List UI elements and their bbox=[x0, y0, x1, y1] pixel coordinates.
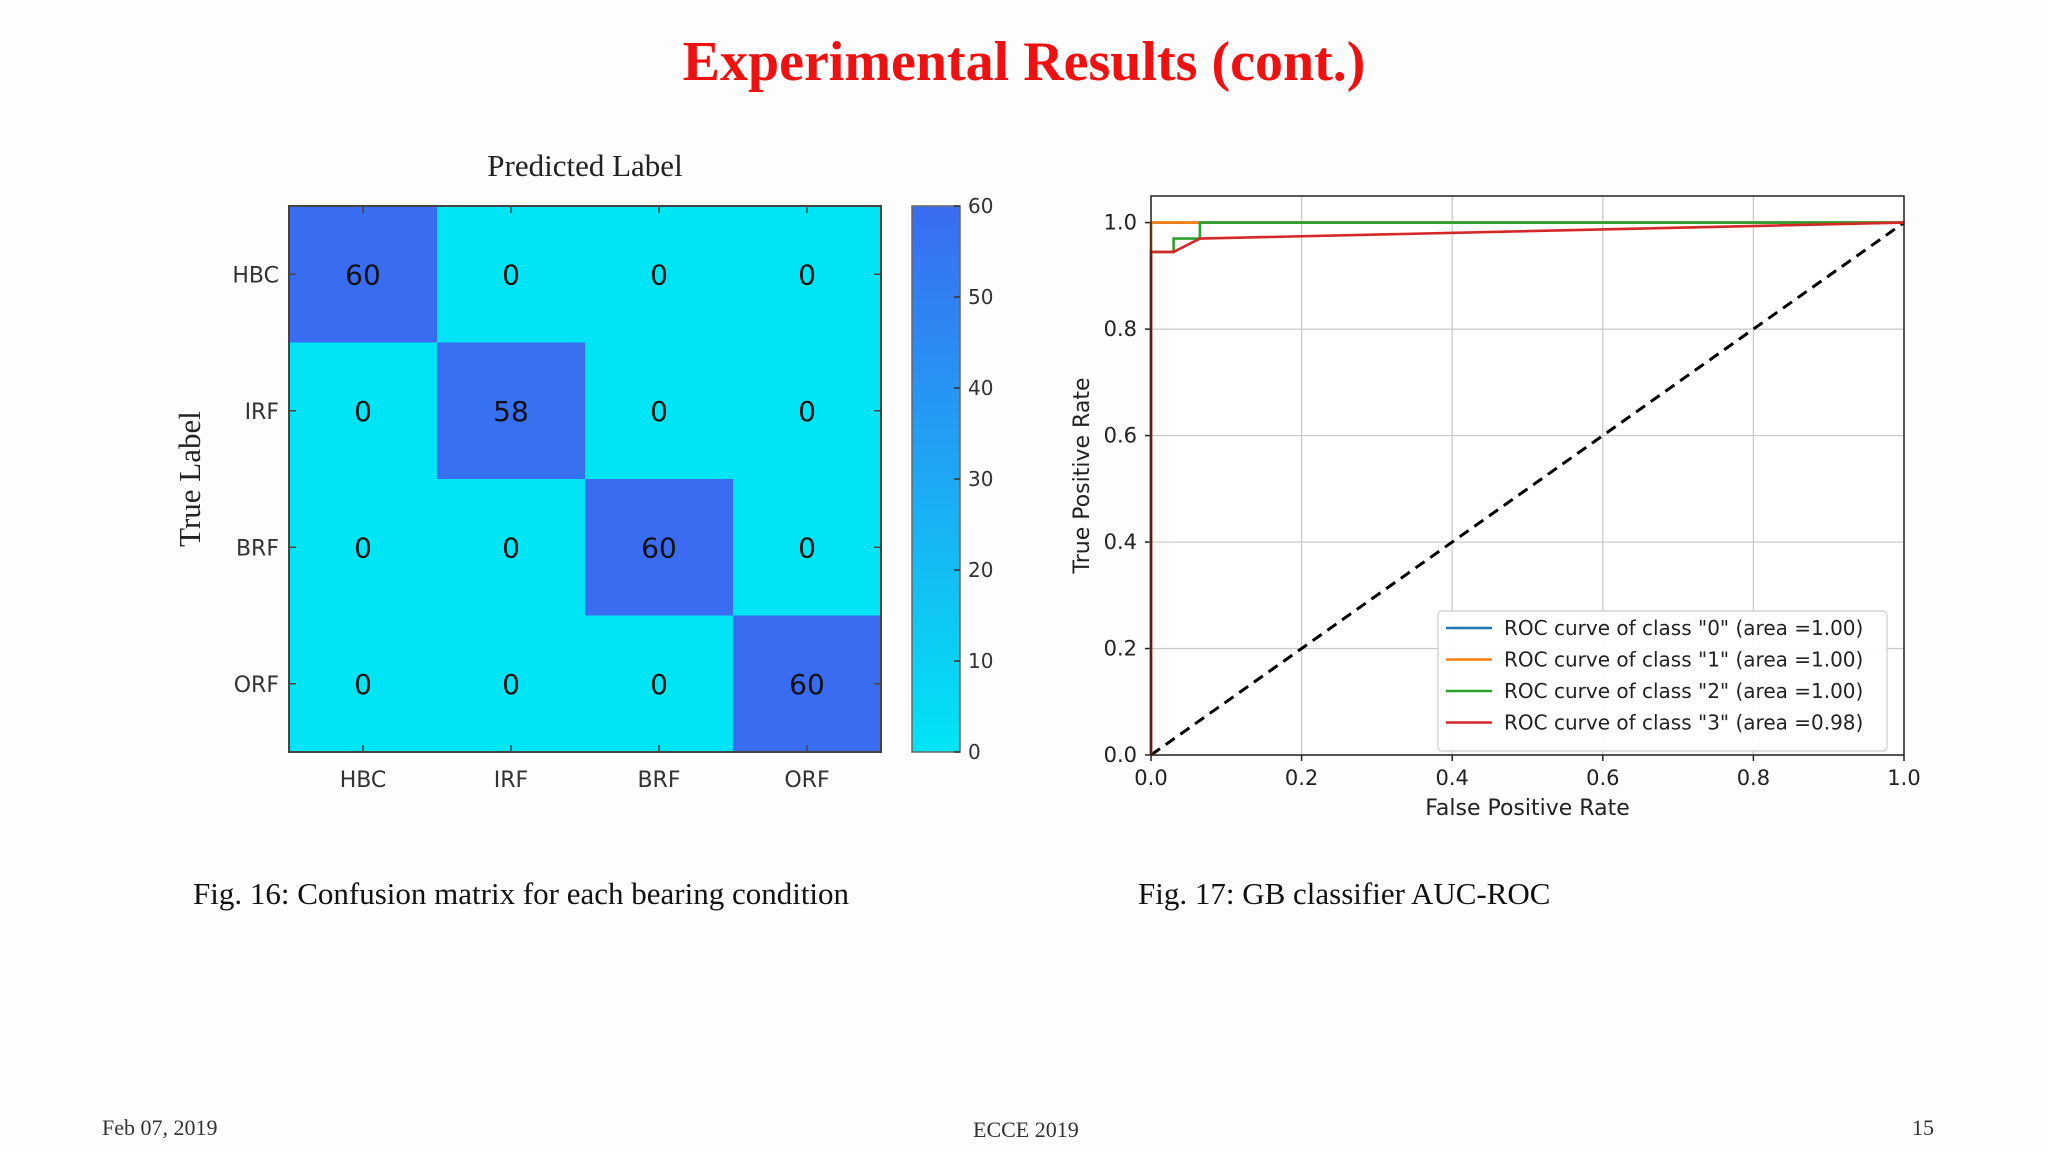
roc-xlabel: False Positive Rate bbox=[1425, 796, 1629, 821]
roc-legend-label: ROC curve of class "2" (area =1.00) bbox=[1504, 679, 1863, 703]
cm-title: Predicted Label bbox=[487, 148, 682, 183]
roc-frame bbox=[1150, 195, 1905, 756]
cm-cell-value: 60 bbox=[345, 258, 381, 291]
cm-xtick-label: HBC bbox=[340, 768, 387, 793]
cm-cell-value: 0 bbox=[354, 668, 372, 701]
roc-ytick-label: 1.0 bbox=[1104, 211, 1137, 235]
cm-cell bbox=[585, 479, 733, 616]
cm-colorbar-label: 50 bbox=[968, 285, 993, 309]
confusion-matrix-chart: Predicted Label True Label 60 0 0 0 0 58 0 0 0 0 60 0… bbox=[172, 148, 993, 793]
cm-cell bbox=[733, 342, 881, 479]
cm-cell bbox=[437, 206, 585, 343]
cm-cell-value: 0 bbox=[502, 258, 520, 291]
cm-cell bbox=[289, 615, 437, 752]
caption-confusion-matrix: Fig. 16: Confusion matrix for each beari… bbox=[193, 876, 850, 911]
cm-colorbar-label: 40 bbox=[968, 376, 993, 400]
cm-cell-value: 0 bbox=[650, 395, 668, 428]
roc-ylabel: True Positive Rate bbox=[1070, 378, 1095, 575]
roc-ytick-label: 0.4 bbox=[1104, 530, 1137, 554]
cm-cell-value: 58 bbox=[493, 395, 529, 428]
cm-cell bbox=[289, 342, 437, 479]
roc-ytick-label: 0.8 bbox=[1104, 317, 1137, 341]
cm-cell bbox=[289, 206, 437, 343]
cm-cell bbox=[585, 342, 733, 479]
cm-cell-value: 0 bbox=[354, 531, 372, 564]
cm-ytick-label: ORF bbox=[234, 673, 279, 698]
slide-title: Experimental Results (cont.) bbox=[682, 31, 1366, 93]
roc-legend-label: ROC curve of class "0" (area =1.00) bbox=[1504, 616, 1863, 640]
cm-xtick-label: ORF bbox=[784, 768, 829, 793]
cm-cell-value: 0 bbox=[502, 531, 520, 564]
cm-cell-value: 60 bbox=[789, 668, 825, 701]
cm-cell-value: 0 bbox=[798, 531, 816, 564]
roc-xtick-label: 0.2 bbox=[1285, 766, 1318, 790]
cm-xtick-label: BRF bbox=[637, 768, 680, 793]
cm-colorbar-label: 0 bbox=[968, 740, 981, 764]
roc-xtick-label: 0.6 bbox=[1586, 766, 1619, 790]
cm-cell bbox=[585, 615, 733, 752]
cm-cell bbox=[437, 479, 585, 616]
roc-legend-label: ROC curve of class "1" (area =1.00) bbox=[1504, 648, 1863, 672]
roc-xtick-label: 0.8 bbox=[1737, 766, 1770, 790]
cm-cell bbox=[733, 479, 881, 616]
cm-ytick-label: IRF bbox=[245, 400, 279, 425]
cm-colorbar-label: 10 bbox=[968, 649, 993, 673]
cm-cell bbox=[733, 615, 881, 752]
cm-ylabel: True Label bbox=[172, 411, 207, 547]
roc-xtick-label: 0.4 bbox=[1435, 766, 1468, 790]
cm-cell bbox=[585, 206, 733, 343]
roc-legend-label: ROC curve of class "3" (area =0.98) bbox=[1504, 711, 1863, 735]
footer-conference: ECCE 2019 bbox=[973, 1117, 1079, 1142]
footer-page-number: 15 bbox=[1912, 1115, 1934, 1140]
roc-ytick-label: 0.6 bbox=[1104, 424, 1137, 448]
cm-cell bbox=[437, 615, 585, 752]
roc-chance-diagonal bbox=[1150, 221, 1905, 757]
cm-xtick-label: IRF bbox=[494, 768, 528, 793]
cm-ytick-label: BRF bbox=[236, 536, 279, 561]
cm-cell-value: 0 bbox=[798, 395, 816, 428]
cm-cell-value: 0 bbox=[502, 668, 520, 701]
cm-cell-value: 0 bbox=[798, 258, 816, 291]
cm-cell bbox=[733, 206, 881, 343]
caption-roc: Fig. 17: GB classifier AUC-ROC bbox=[1138, 876, 1551, 911]
cm-cell-value: 0 bbox=[354, 395, 372, 428]
cm-cell-value: 60 bbox=[641, 531, 677, 564]
roc-ytick-label: 0.2 bbox=[1104, 637, 1137, 661]
roc-xtick-label: 1.0 bbox=[1887, 766, 1920, 790]
roc-ytick-label: 0.0 bbox=[1104, 743, 1137, 767]
cm-cell-value: 0 bbox=[650, 258, 668, 291]
roc-chart: 0.0 0.2 0.4 0.6 0.8 1.0 0.0 0.2 0.4 0.6 0.8 1.0 Fals… bbox=[1070, 195, 1921, 821]
roc-legend bbox=[1437, 610, 1888, 752]
cm-cell bbox=[289, 479, 437, 616]
footer-date: Feb 07, 2019 bbox=[102, 1115, 218, 1140]
roc-xtick-label: 0.0 bbox=[1134, 766, 1167, 790]
cm-colorbar-label: 60 bbox=[968, 194, 993, 218]
cm-cell bbox=[437, 342, 585, 479]
cm-colorbar-label: 30 bbox=[968, 467, 993, 491]
cm-colorbar-label: 20 bbox=[968, 558, 993, 582]
cm-cell-value: 0 bbox=[650, 668, 668, 701]
cm-ytick-label: HBC bbox=[232, 263, 279, 288]
cm-frame bbox=[288, 205, 882, 753]
